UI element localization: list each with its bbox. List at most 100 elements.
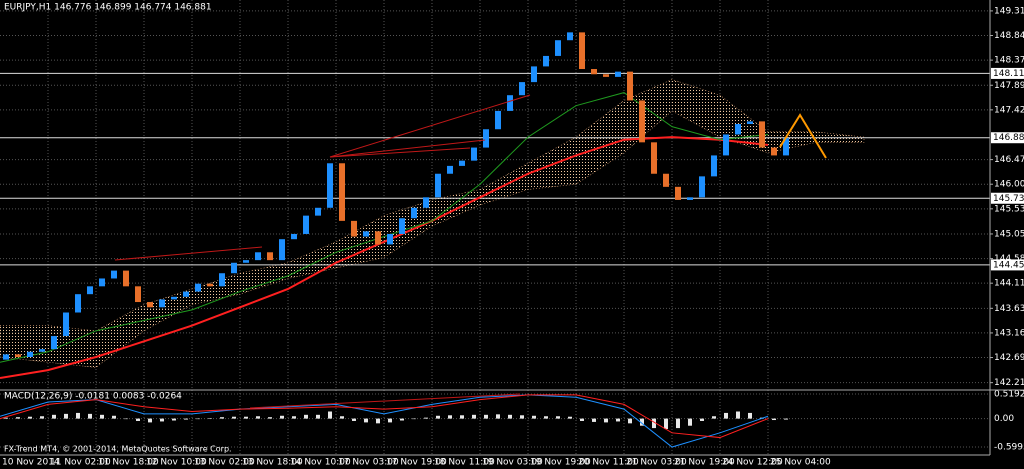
macd-bar	[712, 416, 716, 419]
macd-bar	[472, 414, 476, 419]
level-label-box	[991, 67, 1024, 79]
candle	[255, 252, 261, 261]
macd-bar	[184, 418, 188, 420]
candle	[615, 71, 621, 77]
candle	[339, 163, 345, 221]
level-label: 148.116	[993, 69, 1024, 79]
macd-bar	[292, 416, 296, 419]
candle	[195, 283, 201, 292]
y-tick-label: 147.420	[994, 105, 1024, 115]
macd-bar	[688, 418, 692, 426]
macd-bar	[700, 418, 704, 421]
y-tick-label: -0.5995	[994, 443, 1024, 453]
macd-bar	[412, 418, 416, 420]
macd-bar	[676, 418, 680, 429]
macd-bar	[568, 416, 572, 419]
drawings	[114, 94, 827, 409]
y-tick-label: 0.5192	[994, 390, 1024, 400]
footer: FX-Trend MT4, © 2001-2014, MetaQuotes So…	[4, 445, 232, 454]
macd-bar	[724, 412, 728, 419]
candle	[555, 40, 561, 56]
macd-bar	[220, 417, 224, 419]
macd-bar	[508, 414, 512, 419]
macd-bar	[28, 416, 32, 419]
candle	[39, 349, 45, 352]
candle	[15, 354, 21, 358]
macd-bar	[16, 417, 20, 419]
candle	[483, 129, 489, 148]
candle	[423, 197, 429, 208]
chart-title: EURJPY,H1 146.776 146.899 146.774 146.88…	[4, 3, 212, 13]
y-tick-label: 143.630	[994, 304, 1024, 314]
trend-line	[329, 147, 471, 158]
candle	[651, 142, 657, 174]
x-tick-label: 18 Nov 11:00	[434, 458, 495, 468]
macd-bar	[280, 415, 284, 419]
x-tick-label: 21 Nov 03:00	[626, 458, 687, 468]
macd-bar	[388, 418, 392, 423]
macd-bar	[592, 418, 596, 422]
x-tick-label: 19 Nov 19:00	[530, 458, 591, 468]
macd-bar	[256, 416, 260, 419]
x-tick-label: 17 Nov 19:00	[386, 458, 447, 468]
macd-main	[0, 394, 769, 448]
macd-bar	[76, 412, 80, 419]
candle	[171, 296, 177, 300]
macd-bar	[640, 418, 644, 426]
y-tick-label: 149.310	[994, 6, 1024, 16]
macd-bar	[316, 414, 320, 419]
candle	[543, 55, 549, 67]
x-tick-label: 25 Nov 04:00	[770, 458, 831, 468]
candle	[435, 173, 441, 198]
level-label: 145.732	[993, 194, 1024, 204]
y-tick-label: 148.370	[994, 56, 1024, 66]
candle	[447, 165, 453, 174]
macd-bar	[400, 418, 404, 421]
macd-bar	[4, 417, 8, 419]
candle	[183, 291, 189, 297]
candle	[99, 278, 105, 287]
macd-bar	[436, 415, 440, 419]
macd-bar	[652, 418, 656, 429]
macd-bar	[460, 415, 464, 419]
level-label-box	[991, 259, 1024, 271]
candle	[567, 32, 573, 41]
trend-line	[329, 139, 486, 158]
candle	[147, 302, 153, 308]
macd-bar	[304, 414, 308, 419]
macd-bar	[520, 415, 524, 419]
macd-bar	[40, 416, 44, 419]
candle	[267, 252, 273, 261]
macd-bar	[532, 415, 536, 419]
candle	[723, 134, 729, 156]
x-tick-label: 10 Nov 2014	[2, 458, 60, 468]
macd-bar	[496, 414, 500, 419]
x-tick-label: 11 Nov 18:00	[98, 458, 159, 468]
macd-bar	[364, 418, 368, 423]
candle	[51, 336, 57, 350]
level-label: 144.459	[993, 260, 1024, 270]
candle	[159, 299, 165, 308]
macd-bar	[544, 416, 548, 419]
candle	[75, 294, 81, 313]
level-label: 146.888	[993, 133, 1024, 143]
macd-bar	[196, 418, 200, 420]
x-tick-label: 24 Nov 12:00	[722, 458, 783, 468]
x-tick-label: 17 Nov 03:00	[338, 458, 399, 468]
candle	[63, 312, 69, 337]
y-tick-label: 142.690	[994, 353, 1024, 363]
candle	[735, 124, 741, 135]
candle	[315, 207, 321, 216]
y-tick-label: 143.160	[994, 328, 1024, 338]
macd-bar	[340, 416, 344, 419]
zigzag	[779, 113, 827, 159]
macd-bar	[148, 418, 152, 423]
candle	[747, 121, 753, 125]
candle	[27, 351, 33, 358]
macd-bar	[232, 416, 236, 419]
macd-bar	[172, 418, 176, 421]
y-tick-label: 146.470	[994, 155, 1024, 165]
candle	[3, 354, 9, 360]
